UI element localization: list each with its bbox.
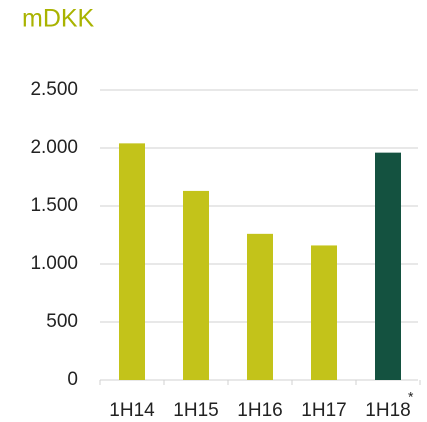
x-tick-label: 1H16 <box>237 400 282 421</box>
y-tick-label: 2.000 <box>30 137 78 158</box>
x-tick-label: 1H15 <box>173 400 218 421</box>
bar <box>311 245 337 380</box>
bar <box>247 233 273 380</box>
bar <box>119 143 145 380</box>
y-tick-label: 1.500 <box>30 195 78 216</box>
bar <box>183 190 209 380</box>
chart-title: mDKK <box>22 5 95 33</box>
y-tick-label: 500 <box>46 311 78 332</box>
y-tick-label: 1.000 <box>30 253 78 274</box>
bar <box>375 152 401 380</box>
x-tick-superscript: * <box>408 389 414 405</box>
y-tick-label: 2.500 <box>30 79 78 100</box>
y-tick-label: 0 <box>67 369 78 390</box>
x-tick-label: 1H17 <box>301 400 346 421</box>
x-tick-label: 1H18 <box>365 400 410 421</box>
x-tick-label: 1H14 <box>109 400 155 421</box>
